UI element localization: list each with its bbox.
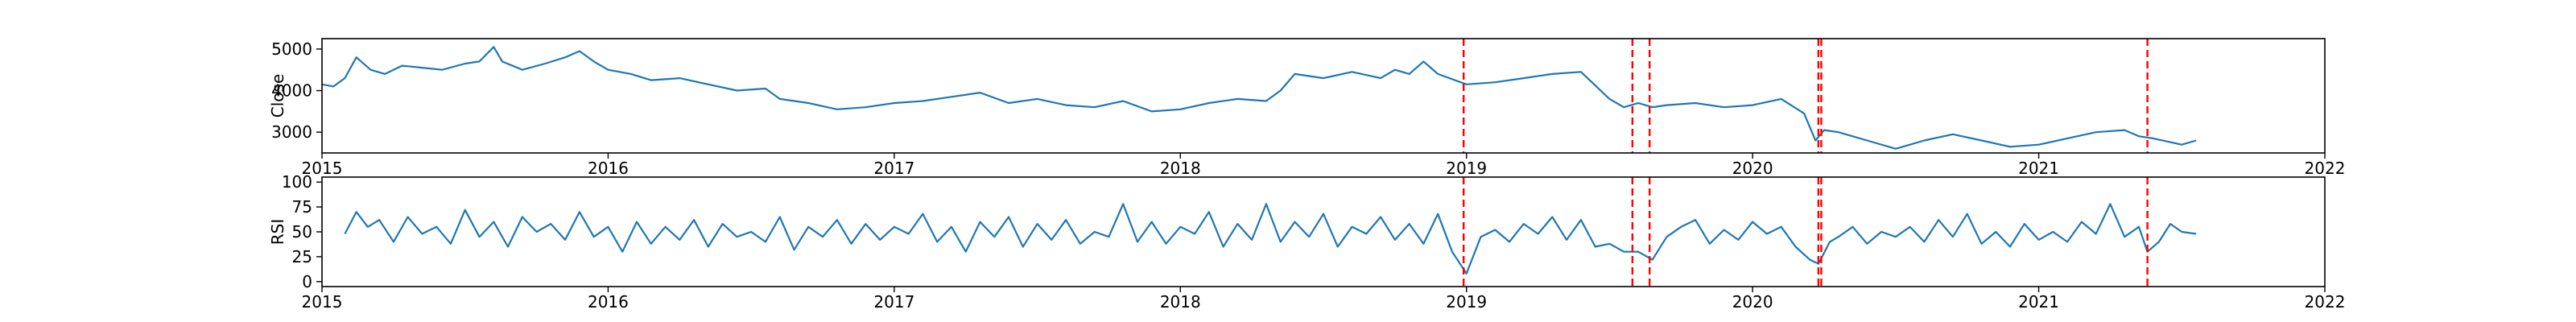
- x-tick-label: 2015: [302, 159, 343, 178]
- y-axis-label: Close: [268, 74, 287, 118]
- close-price-panel: 2015 2016 2017 2018 2019 2020 2021 2022 3000 4000…: [268, 38, 2346, 178]
- series-line-0: [321, 46, 2197, 150]
- y-tick-label: 75: [292, 197, 312, 217]
- x-tick-label: 2018: [1160, 159, 1201, 178]
- x-tick-label: 2016: [588, 159, 629, 178]
- x-tick-label: 2016: [588, 292, 629, 312]
- x-tick-label: 2021: [2018, 159, 2059, 178]
- y-tick-label: 5000: [271, 39, 312, 59]
- x-tick-label: 2019: [1446, 292, 1487, 312]
- y-tick-label: 4000: [271, 81, 312, 101]
- axes-frame: [321, 176, 2326, 287]
- y-tick-label: 50: [292, 222, 312, 242]
- x-tick-label: 2015: [302, 292, 343, 312]
- x-tick-label: 2018: [1160, 292, 1201, 312]
- axes-frame: [321, 38, 2326, 154]
- y-axis-label: RSI: [268, 219, 287, 246]
- x-tick-label: 2019: [1446, 159, 1487, 178]
- y-tick-label: 100: [282, 172, 312, 192]
- rsi-panel: 2015 2016 2017 2018 2019 2020 2021 2022 0 25 50 75 1…: [268, 172, 2345, 312]
- series-line-0: [344, 203, 2197, 275]
- x-tick-label: 2021: [2018, 292, 2059, 312]
- x-tick-label: 2022: [2305, 159, 2346, 178]
- x-tick-label: 2017: [873, 159, 914, 178]
- x-tick-label: 2017: [873, 292, 914, 312]
- x-tick-label: 2022: [2305, 292, 2346, 312]
- x-tick-label: 2020: [1732, 159, 1773, 178]
- y-tick-label: 0: [302, 272, 312, 291]
- y-tick-label: 3000: [271, 122, 312, 142]
- y-tick-label: 25: [292, 247, 312, 266]
- x-tick-label: 2020: [1732, 292, 1773, 312]
